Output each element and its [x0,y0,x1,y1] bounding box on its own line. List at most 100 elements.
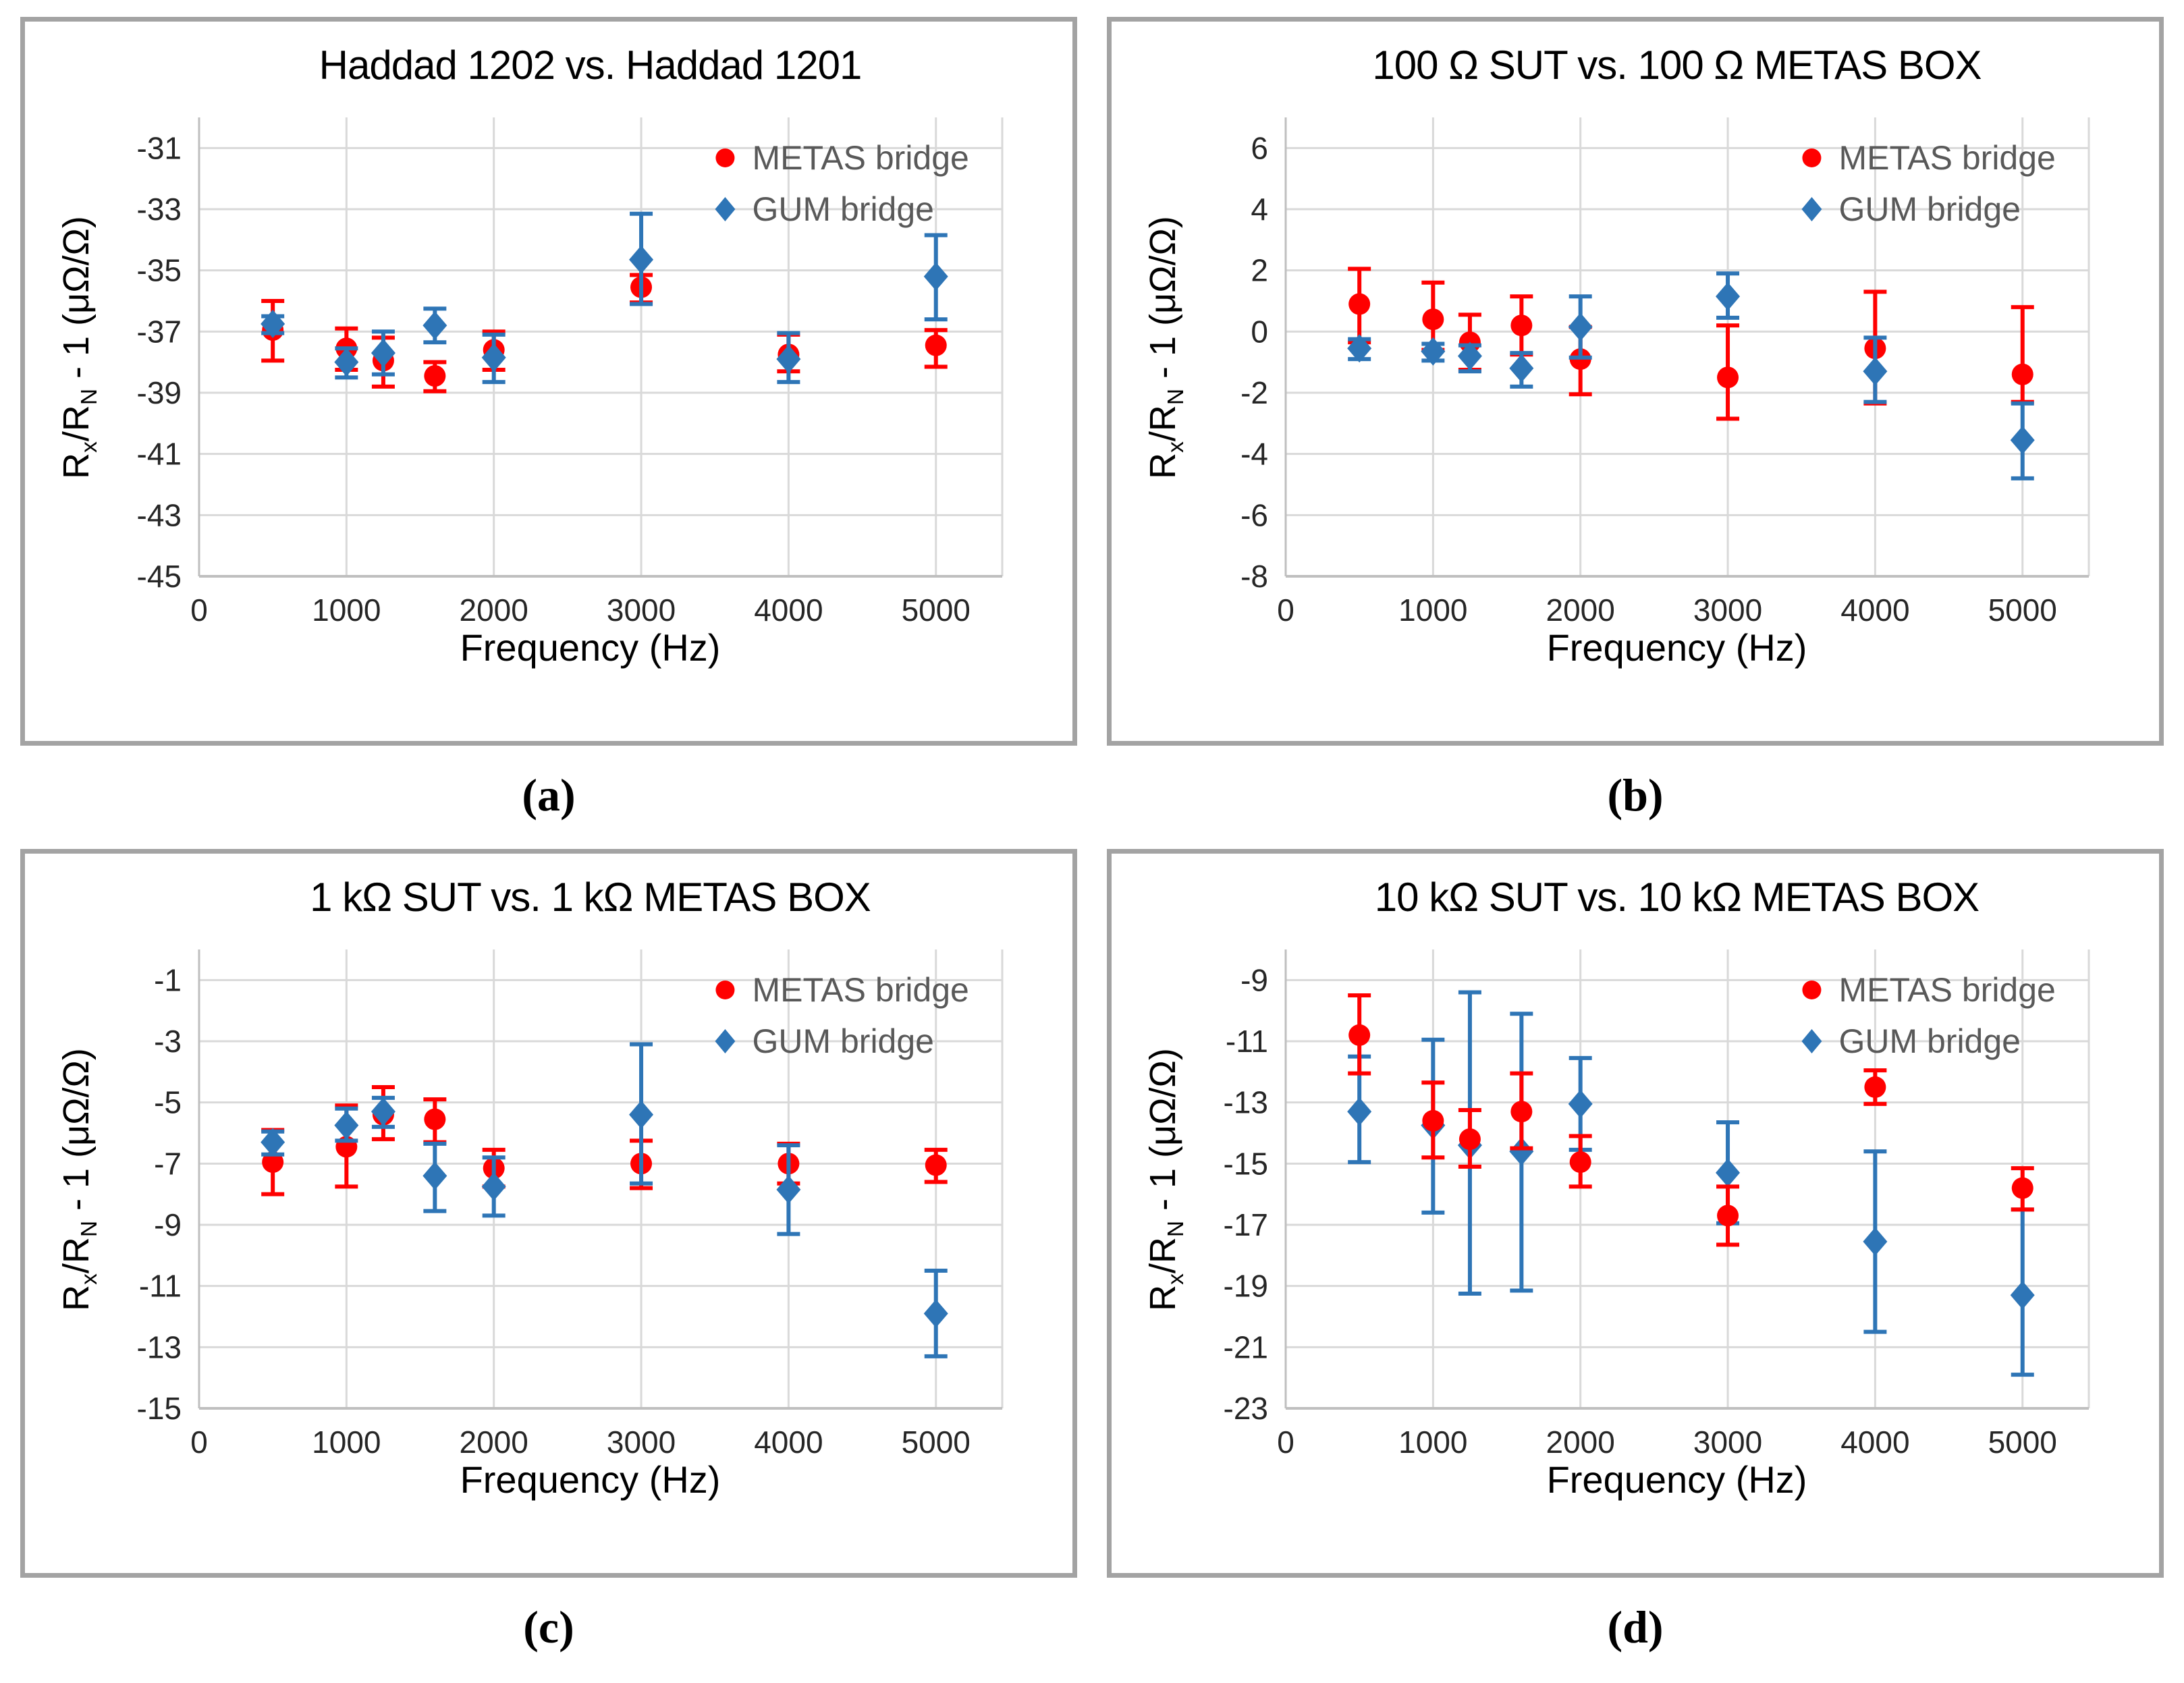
metas-data-point [1717,366,1739,389]
metas-data-point [1510,1101,1533,1123]
panel-a-label: (a) [522,769,576,821]
gum-data-point [1509,1137,1534,1166]
x-tick-label: 5000 [1988,1425,2057,1460]
y-tick-label: -43 [137,497,182,532]
legend-gum-marker-icon [715,197,736,221]
gum-data-point [261,310,285,338]
y-tick-label: -37 [137,314,182,349]
x-tick-label: 1000 [312,1425,381,1460]
y-tick-label: -23 [1224,1391,1268,1426]
gum-data-point [422,311,447,340]
x-tick-label: 0 [190,592,208,628]
x-tick-label: 4000 [754,1425,823,1460]
legend-gum-marker-icon [715,1029,736,1053]
metas-data-point [2011,363,2033,385]
y-tick-label: -5 [154,1085,182,1120]
metas-data-point [1422,308,1444,331]
y-tick-label: 6 [1251,130,1268,165]
panel-b: 6 4 2 0 -2 -4 -6 -8 0 1000 2000 3000 4000 5000 METAS b… [1107,17,2164,849]
metas-data-point [424,365,446,387]
chart-d-plot: -9 -11 -13 -15 -17 -19 -21 -23 0 1000 2000 3000 4000… [1224,949,2090,1460]
x-tick-label: 4000 [1840,1425,1909,1460]
y-tick-label: -15 [1224,1146,1268,1181]
y-tick-label: -13 [137,1329,182,1364]
panel-d-box: -9 -11 -13 -15 -17 -19 -21 -23 0 1000 2000 3000 4000… [1107,849,2164,1578]
gum-data-point [923,1299,948,1328]
y-tick-label: -33 [137,192,182,227]
metas-data-point [2011,1177,2033,1199]
gum-data-point [261,1128,285,1157]
metas-data-point [925,334,947,356]
x-tick-label: 0 [190,1425,208,1460]
gum-data-point [422,1161,447,1190]
chart-b-plot: 6 4 2 0 -2 -4 -6 -8 0 1000 2000 3000 4000 5000 METAS b… [1240,117,2090,628]
chart-d-title: 10 kΩ SUT vs. 10 kΩ METAS BOX [1374,875,1980,920]
metas-data-point [925,1154,947,1176]
metas-data-point [1717,1205,1739,1227]
x-tick-label: 3000 [1693,1425,1762,1460]
y-tick-label: -4 [1240,437,1268,472]
legend-metas-marker-icon [715,981,735,999]
metas-data-point [1864,1076,1886,1098]
figure-row-top: -31 -33 -35 -37 -39 -41 -43 -45 0 1000 2000 3000 400… [20,17,2164,849]
x-tick-label: 4000 [754,592,823,628]
chart-b-title: 100 Ω SUT vs. 100 Ω METAS BOX [1372,43,1982,88]
gum-data-point [1863,357,1888,386]
y-tick-label: 2 [1251,253,1268,288]
chart-c-plot: -1 -3 -5 -7 -9 -11 -13 -150 1000 2000 3000 4000 5000… [137,949,1004,1460]
legend-gum-label: GUM bridge [752,1022,934,1060]
x-tick-label: 2000 [460,592,528,628]
legend-metas-label: METAS bridge [1838,971,2055,1009]
x-tick-label: 1000 [312,592,381,628]
legend-gum-label: GUM bridge [752,190,934,228]
panel-a: -31 -33 -35 -37 -39 -41 -43 -45 0 1000 2000 3000 400… [20,17,1077,849]
chart-b-y-axis-label: Rx/RN - 1 (μΩ/Ω) [1143,216,1189,479]
x-tick-label: 5000 [1988,592,2057,628]
legend-gum-label: GUM bridge [1838,190,2021,228]
panel-d: -9 -11 -13 -15 -17 -19 -21 -23 0 1000 2000 3000 4000… [1107,849,2164,1681]
panel-c: -1 -3 -5 -7 -9 -11 -13 -15 0 1000 2000 3000 4000 5000… [20,849,1077,1681]
y-tick-label: -31 [137,130,182,165]
gum-data-point [1421,337,1446,366]
legend-metas-marker-icon [715,148,735,167]
gum-data-point [776,345,801,374]
gum-data-point [1716,1158,1741,1187]
x-tick-label: 3000 [1693,592,1762,628]
chart-d-y-axis-label: Rx/RN - 1 (μΩ/Ω) [1143,1048,1189,1311]
y-tick-label: -8 [1240,559,1268,594]
chart-c-y-axis-label: Rx/RN - 1 (μΩ/Ω) [56,1048,102,1311]
metas-data-point [262,1151,284,1174]
y-tick-label: -3 [154,1024,182,1059]
x-tick-label: 5000 [902,592,971,628]
metas-data-point [1510,314,1533,337]
y-tick-label: -11 [139,1269,182,1304]
gum-data-point [629,1100,654,1129]
y-tick-label: -15 [137,1391,182,1426]
legend-metas-label: METAS bridge [1838,139,2055,177]
gum-data-point [1568,1089,1593,1118]
gum-data-point [629,245,654,274]
gum-data-point [1509,354,1534,383]
metas-data-point [424,1108,446,1130]
legend-metas-marker-icon [1802,981,1822,999]
gum-data-point [481,1172,506,1201]
panel-b-box: 6 4 2 0 -2 -4 -6 -8 0 1000 2000 3000 4000 5000 METAS b… [1107,17,2164,746]
y-tick-label: -9 [154,1207,182,1242]
y-tick-label: -1 [154,962,182,997]
chart-b-x-axis-label: Frequency (Hz) [1546,626,1807,669]
x-tick-label: 0 [1277,1425,1294,1460]
gum-data-point [371,1097,395,1126]
y-tick-label: -13 [1224,1085,1268,1120]
panel-d-label: (d) [1607,1601,1664,1653]
metas-data-point [1422,1109,1444,1132]
y-tick-label: 0 [1251,314,1268,349]
x-tick-label: 3000 [607,592,676,628]
gum-data-point [776,1175,801,1204]
gum-data-point [1863,1227,1888,1256]
panel-b-label: (b) [1607,769,1664,821]
y-tick-label: -17 [1224,1207,1268,1242]
gum-data-point [2010,426,2035,455]
y-tick-label: -41 [137,437,182,472]
panel-c-label: (c) [523,1601,574,1653]
